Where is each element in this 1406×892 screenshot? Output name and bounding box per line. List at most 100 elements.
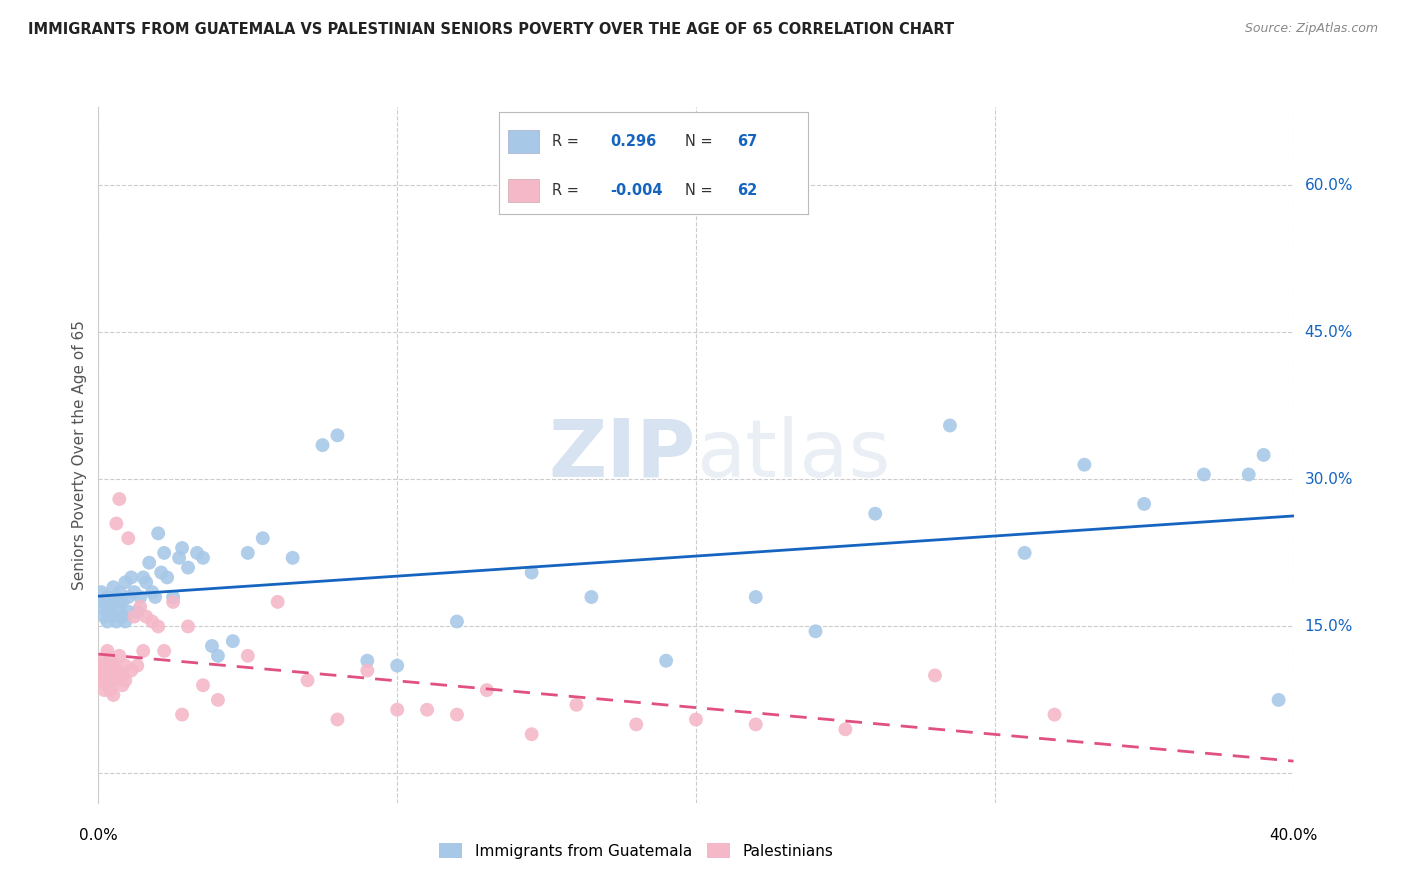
Point (177, 560, 200, 574)
Point (153, 644, 176, 658)
Point (143, 590, 166, 604)
Point (93, 595, 115, 609)
Point (111, 595, 134, 609)
Point (124, 609, 146, 624)
Text: ZIP: ZIP (548, 416, 696, 494)
Point (148, 619, 170, 633)
Point (1073, 458, 1095, 472)
Point (132, 570, 155, 584)
Legend: Immigrants from Guatemala, Palestinians: Immigrants from Guatemala, Palestinians (433, 837, 839, 864)
Point (103, 595, 125, 609)
Point (624, 717, 647, 731)
Point (98, 605, 122, 619)
Point (96, 678, 118, 692)
Point (267, 595, 290, 609)
Point (172, 541, 194, 555)
Point (236, 546, 259, 560)
Point (141, 585, 163, 599)
Point (98, 654, 122, 668)
Point (252, 531, 274, 545)
Point (191, 678, 214, 692)
Point (135, 609, 157, 624)
Point (745, 590, 768, 604)
Text: -0.004: -0.004 (610, 183, 664, 198)
Point (150, 566, 173, 580)
Point (93, 609, 115, 624)
Y-axis label: Seniors Poverty Over the Age of 65: Seniors Poverty Over the Age of 65 (72, 320, 87, 590)
Point (1133, 497, 1156, 511)
Point (93, 668, 115, 682)
Point (108, 648, 131, 663)
Text: R =: R = (551, 134, 579, 149)
Point (105, 590, 128, 604)
Point (98, 664, 122, 678)
Text: atlas: atlas (696, 416, 890, 494)
Point (96, 668, 118, 682)
Point (120, 570, 142, 584)
Point (105, 615, 128, 629)
Point (103, 668, 125, 682)
Point (103, 688, 125, 702)
Point (108, 585, 131, 599)
Point (90, 654, 112, 668)
Point (90, 668, 112, 682)
Point (148, 526, 170, 541)
Point (114, 615, 136, 629)
Text: 0.0%: 0.0% (79, 828, 118, 843)
Text: R =: R = (551, 183, 579, 198)
Text: IMMIGRANTS FROM GUATEMALA VS PALESTINIAN SENIORS POVERTY OVER THE AGE OF 65 CORR: IMMIGRANTS FROM GUATEMALA VS PALESTINIAN… (28, 22, 955, 37)
Point (96, 658, 118, 673)
Point (156, 570, 179, 584)
Point (222, 634, 245, 648)
Text: 40.0%: 40.0% (1270, 828, 1317, 843)
Text: 62: 62 (737, 183, 758, 198)
Point (138, 556, 160, 570)
Point (162, 590, 184, 604)
Point (98, 599, 122, 614)
Point (98, 673, 122, 688)
Point (186, 546, 208, 560)
Point (297, 673, 319, 688)
Point (1267, 693, 1289, 707)
Point (127, 658, 149, 673)
Point (201, 639, 224, 653)
Point (745, 717, 768, 731)
Text: 45.0%: 45.0% (1305, 325, 1353, 340)
Point (865, 507, 887, 521)
Point (281, 550, 304, 565)
Point (581, 590, 603, 604)
Point (565, 698, 588, 712)
Text: 67: 67 (737, 134, 758, 149)
Point (520, 566, 543, 580)
Point (520, 727, 543, 741)
Point (475, 683, 498, 698)
Point (96, 644, 118, 658)
Point (153, 546, 176, 560)
Text: 15.0%: 15.0% (1305, 619, 1353, 634)
Point (446, 615, 468, 629)
Point (93, 683, 115, 698)
Point (416, 703, 439, 717)
Point (108, 605, 131, 619)
Point (167, 550, 190, 565)
Point (124, 585, 146, 599)
Point (108, 491, 131, 506)
Point (90, 658, 112, 673)
Point (103, 658, 125, 673)
Point (98, 683, 122, 698)
Point (135, 575, 157, 590)
Point (655, 654, 678, 668)
Point (90, 585, 112, 599)
Text: N =: N = (685, 134, 713, 149)
Point (96, 615, 118, 629)
Point (114, 575, 136, 590)
Text: Source: ZipAtlas.com: Source: ZipAtlas.com (1244, 22, 1378, 36)
Point (105, 516, 128, 531)
Point (93, 673, 115, 688)
Point (93, 664, 115, 678)
Point (96, 590, 118, 604)
Point (804, 624, 827, 639)
Point (1192, 467, 1215, 482)
Point (117, 531, 139, 545)
Point (207, 693, 229, 707)
